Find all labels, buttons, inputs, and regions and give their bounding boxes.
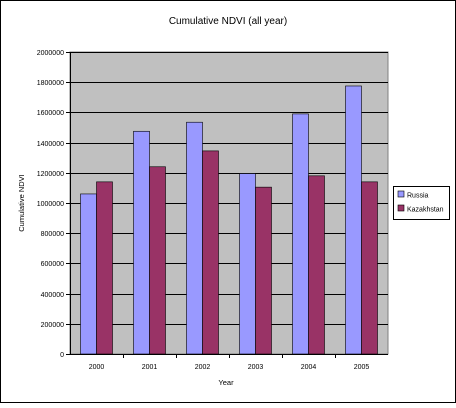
bar-russia-2000 xyxy=(80,193,97,355)
x-tick-label: 2004 xyxy=(301,364,317,371)
y-tick-label: 1800000 xyxy=(37,80,64,87)
x-tick-label: 2005 xyxy=(354,364,370,371)
bar-russia-2001 xyxy=(133,130,150,355)
y-tick-label: 800000 xyxy=(41,231,64,238)
y-tick-label: 400000 xyxy=(41,292,64,299)
bar-kazakhstan-2002 xyxy=(202,150,219,355)
bar-kazakhstan-2005 xyxy=(361,181,378,355)
y-tick-label: 1200000 xyxy=(37,171,64,178)
bar-russia-2003 xyxy=(239,173,256,355)
y-tick-label: 2000000 xyxy=(37,50,64,57)
x-tick-label: 2002 xyxy=(195,364,211,371)
legend-label-russia: Russia xyxy=(407,193,429,200)
legend-swatch-russia xyxy=(397,190,405,198)
x-tick-label: 2003 xyxy=(248,364,264,371)
x-tick-label: 2001 xyxy=(142,364,158,371)
bar-kazakhstan-2003 xyxy=(255,186,272,355)
y-tick-label: 0 xyxy=(60,352,64,359)
y-axis-label: Cumulative NDVI xyxy=(17,174,26,232)
y-tick-label: 600000 xyxy=(41,261,64,268)
y-tick-label: 1000000 xyxy=(37,201,64,208)
bar-kazakhstan-2001 xyxy=(149,166,166,355)
chart-title: Cumulative NDVI (all year) xyxy=(169,16,287,27)
legend-label-kazakhstan: Kazakhstan xyxy=(407,207,444,214)
y-tick-label: 200000 xyxy=(41,322,64,329)
legend-swatch-kazakhstan xyxy=(397,204,405,212)
bar-kazakhstan-2004 xyxy=(308,175,325,355)
plot-area: 0 200000 400000 600000 800000 1000000 1200000 1… xyxy=(37,50,389,371)
bar-russia-2004 xyxy=(292,113,309,355)
y-tick-label: 1400000 xyxy=(37,141,64,148)
legend: Russia Kazakhstan xyxy=(393,186,450,220)
bar-kazakhstan-2000 xyxy=(96,181,113,355)
bar-russia-2002 xyxy=(186,121,203,355)
y-tick-label: 1600000 xyxy=(37,110,64,117)
bar-russia-2005 xyxy=(345,85,362,355)
x-tick-label: 2000 xyxy=(89,364,105,371)
x-axis-label: Year xyxy=(218,378,234,387)
